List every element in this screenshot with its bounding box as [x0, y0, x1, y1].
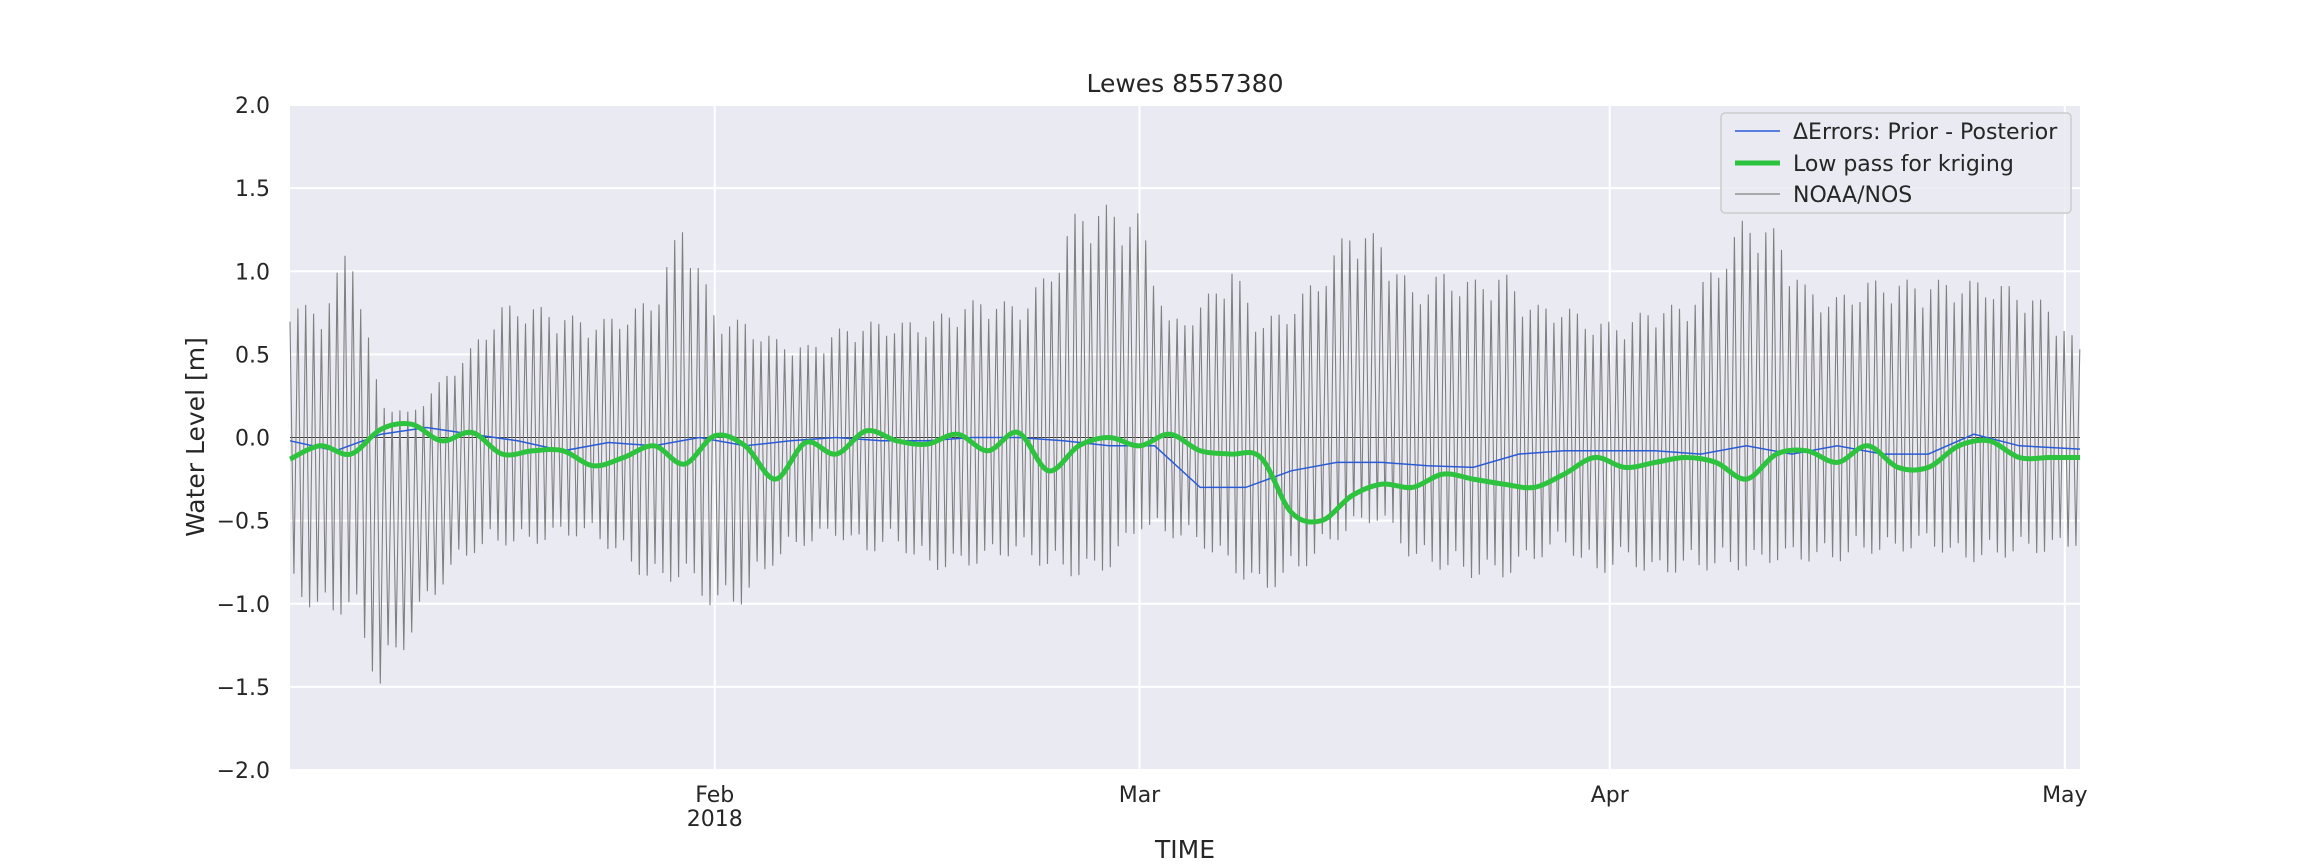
legend-box — [1720, 112, 2072, 214]
y-tick-label: −0.5 — [217, 510, 270, 535]
series-line-low-pass — [288, 420, 2080, 525]
y-tick-label: 1.0 — [235, 260, 270, 285]
x-tick-label: Mar — [1119, 783, 1161, 808]
series-line-errors — [289, 426, 2081, 489]
y-tick-label: −1.0 — [217, 593, 270, 618]
x-tick-label: Apr — [1591, 783, 1630, 808]
x-tick-label: Feb — [695, 783, 734, 808]
chart-title: Lewes 8557380 — [1086, 69, 1283, 98]
x-axis-label: TIME — [1154, 835, 1215, 864]
y-tick-label: 0.5 — [235, 343, 270, 368]
y-axis-label: Water Level [m] — [181, 337, 210, 537]
legend-label-noaa: NOAA/NOS — [1793, 183, 1912, 208]
y-tick-label: −1.5 — [217, 676, 270, 701]
legend-label-errors: ΔErrors: Prior - Posterior — [1793, 120, 2058, 145]
legend-label-lowpass: Low pass for kriging — [1793, 152, 2014, 177]
y-tick-label: −2.0 — [217, 759, 270, 784]
legend: ΔErrors: Prior - Posterior Low pass for … — [1720, 112, 2072, 214]
y-tick-label: 2.0 — [235, 94, 270, 119]
series-layer — [288, 204, 2081, 684]
series-line-noaa-nos — [289, 204, 2081, 684]
x-tick-sublabel: 2018 — [687, 807, 743, 832]
x-tick-label: May — [2042, 783, 2087, 808]
y-tick-label: 1.5 — [235, 177, 270, 202]
y-tick-label: 0.0 — [235, 427, 270, 452]
y-axis-ticks: 2.0 1.5 1.0 0.5 0.0 −0.5 −1.0 −1.5 −2.0 — [217, 94, 270, 784]
